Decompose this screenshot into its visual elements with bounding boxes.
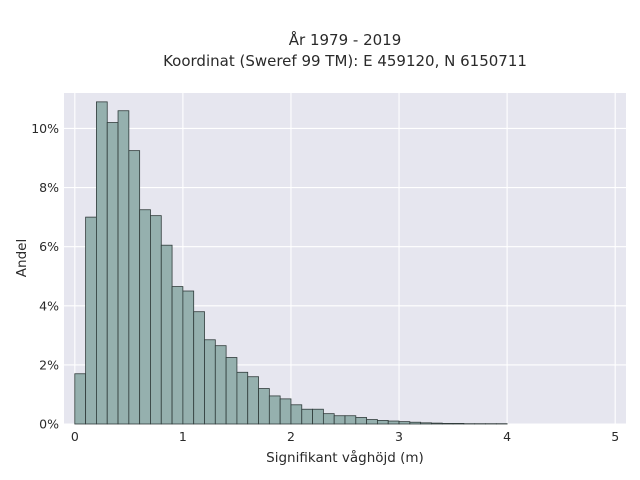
x-tick-label: 1 bbox=[179, 429, 187, 444]
histogram-bar bbox=[171, 286, 184, 425]
histogram-bar bbox=[225, 357, 238, 425]
y-tick-label: 4% bbox=[39, 298, 59, 313]
histogram-bar bbox=[452, 423, 465, 425]
histogram-bar bbox=[214, 345, 227, 425]
histogram-bar bbox=[128, 150, 141, 425]
histogram-bar bbox=[117, 110, 130, 425]
histogram-bar bbox=[431, 422, 443, 425]
x-tick-label: 2 bbox=[287, 429, 295, 444]
histogram-bar bbox=[290, 404, 303, 425]
histogram-bar bbox=[182, 290, 195, 425]
histogram-bar bbox=[258, 388, 270, 425]
y-tick-label: 2% bbox=[39, 357, 59, 372]
y-axis-ticks: 0% 2% 4% 6% 8% 10% bbox=[31, 121, 59, 432]
y-tick-label: 10% bbox=[31, 121, 59, 136]
x-tick-label: 5 bbox=[611, 429, 619, 444]
histogram-bar bbox=[247, 376, 259, 425]
histogram-bar bbox=[322, 413, 335, 425]
histogram-bar bbox=[106, 122, 119, 425]
y-axis-label: Andel bbox=[14, 239, 30, 277]
chart-title-line-2: Koordinat (Sweref 99 TM): E 459120, N 61… bbox=[163, 52, 527, 70]
bars bbox=[74, 101, 508, 425]
y-tick-label: 8% bbox=[39, 180, 59, 195]
histogram-bar bbox=[204, 339, 216, 425]
x-axis-label: Signifikant våghöjd (m) bbox=[266, 449, 424, 466]
chart-title-line-1: År 1979 - 2019 bbox=[289, 30, 402, 49]
histogram-bar bbox=[74, 373, 87, 425]
histogram-bar bbox=[139, 209, 151, 425]
x-tick-label: 3 bbox=[395, 429, 403, 444]
histogram-bar bbox=[377, 420, 389, 425]
histogram-bar bbox=[96, 101, 108, 425]
x-tick-label: 0 bbox=[71, 429, 79, 444]
histogram-bar bbox=[279, 398, 292, 425]
histogram-bar bbox=[344, 415, 357, 425]
histogram-bar bbox=[160, 244, 173, 425]
histogram-bar bbox=[150, 215, 162, 425]
histogram-bar bbox=[333, 415, 346, 425]
histogram-bar bbox=[366, 419, 378, 425]
histogram-bar bbox=[85, 216, 97, 425]
histogram-bar bbox=[409, 421, 422, 425]
y-tick-label: 6% bbox=[39, 239, 59, 254]
histogram-bar bbox=[268, 395, 281, 425]
histogram-bar bbox=[193, 311, 205, 425]
histogram-bar bbox=[301, 408, 313, 425]
y-tick-label: 0% bbox=[39, 417, 59, 432]
histogram-bar bbox=[387, 420, 400, 425]
histogram-bar bbox=[236, 371, 249, 425]
x-tick-label: 4 bbox=[503, 429, 511, 444]
histogram-bar bbox=[355, 417, 368, 425]
x-axis-ticks: 0 1 2 3 4 5 bbox=[71, 429, 619, 444]
histogram-bar bbox=[420, 422, 432, 425]
histogram-bar bbox=[441, 423, 454, 425]
histogram-bar bbox=[398, 421, 411, 425]
histogram-bar bbox=[312, 408, 324, 425]
